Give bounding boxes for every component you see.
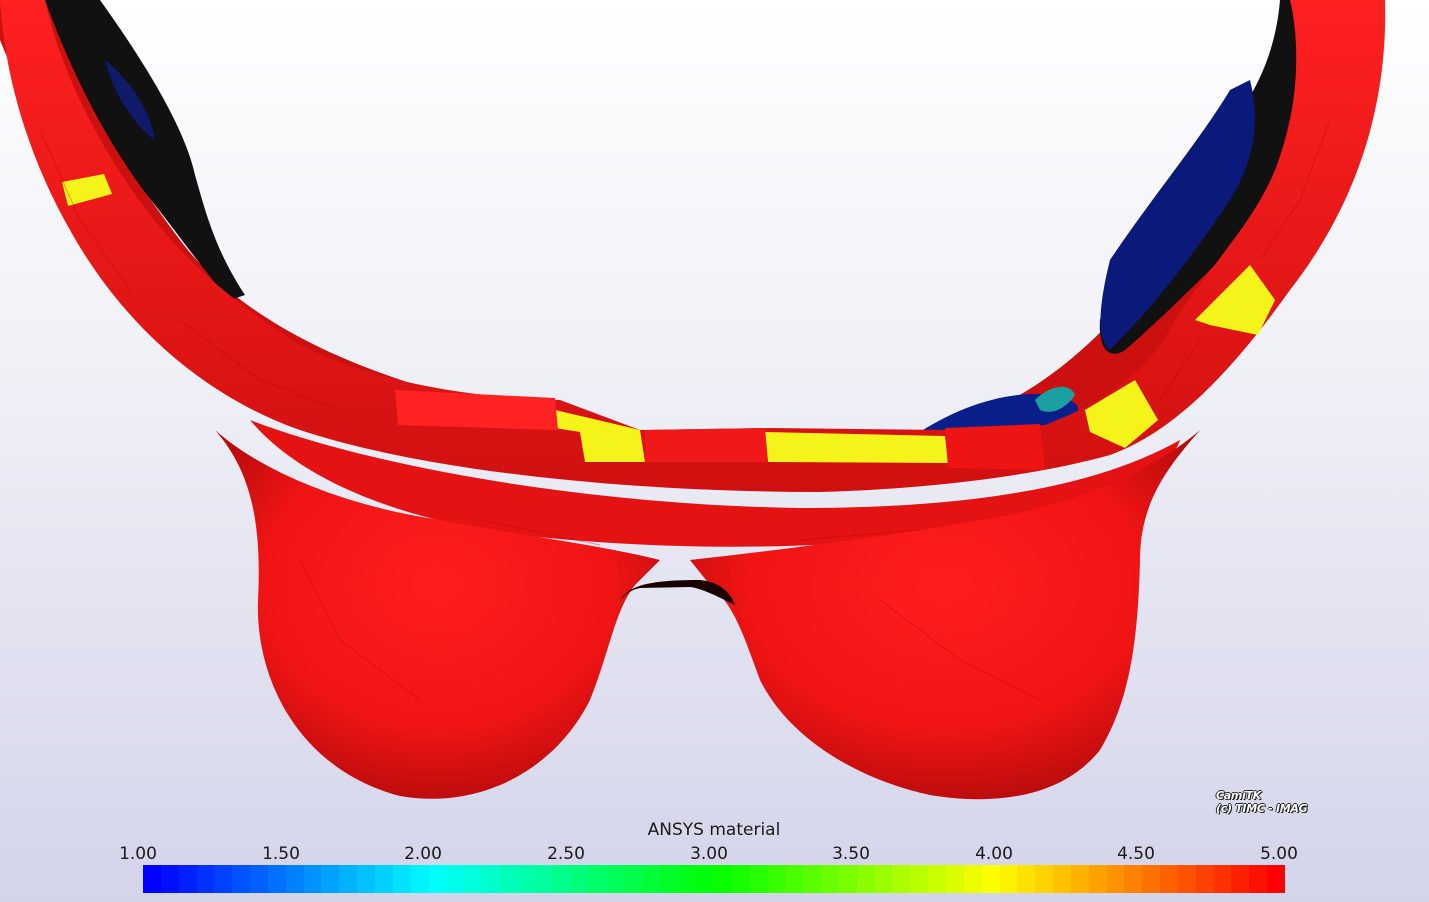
colorbar-swatch [928, 865, 946, 893]
colorbar-swatch [1231, 865, 1250, 893]
colorbar-swatch [285, 865, 304, 893]
colorbar-swatch [1053, 865, 1071, 893]
colorbar-swatch [428, 865, 447, 893]
mesh-facet-shading [39, 119, 1331, 701]
colorbar-swatch [143, 865, 161, 893]
colorbar-swatch [374, 865, 393, 893]
colorbar-swatch [1177, 865, 1196, 893]
front-band [250, 420, 1180, 547]
colorbar-swatch [321, 865, 340, 893]
colorbar-swatch [1142, 865, 1161, 893]
colorbar-swatch [1195, 865, 1214, 893]
colorbar-swatch [731, 865, 750, 893]
colorbar-swatch [250, 865, 268, 893]
colorbar-swatch [303, 865, 322, 893]
right-lobe [690, 430, 1200, 800]
colorbar-swatch [1088, 865, 1107, 893]
colorbar-tick-label: 3.50 [832, 844, 870, 864]
inner-cavity-left-blue [105, 60, 155, 140]
colorbar-swatch [178, 865, 197, 893]
camitk-watermark: CamiTK (c) TIMC - IMAG [1216, 789, 1308, 815]
rim-yellow-center-1 [555, 410, 645, 462]
rim-block-right [945, 424, 1045, 470]
colorbar-swatch [803, 865, 822, 893]
colorbar-swatch [339, 865, 358, 893]
colorbar-swatch [214, 865, 233, 893]
colorbar-swatch [464, 865, 483, 893]
colorbar-swatch [1249, 865, 1268, 893]
colorbar-swatch [1267, 865, 1285, 893]
colorbar-swatch [696, 865, 714, 893]
colorbar-swatch [1124, 865, 1143, 893]
rim-yellow-center-2 [765, 432, 948, 463]
colorbar-swatch [160, 865, 179, 893]
colorbar-swatch [589, 865, 607, 893]
colorbar-swatch [642, 865, 661, 893]
rim-block-center [645, 428, 768, 462]
colorbar-title: ANSYS material [647, 820, 781, 840]
inner-floor-teal [1035, 386, 1075, 412]
colorbar-swatch [1035, 865, 1054, 893]
colorbar-swatch [767, 865, 786, 893]
colorbar-swatch [232, 865, 251, 893]
colorbar-tick-label: 3.00 [690, 844, 728, 864]
colorbar-tick-label: 4.00 [975, 844, 1013, 864]
outer-rim-red [0, 0, 1386, 492]
colorbar-tick-label: 4.50 [1117, 844, 1155, 864]
colorbar-swatch [1213, 865, 1232, 893]
colorbar-swatch [1070, 865, 1089, 893]
colorbar-swatch [785, 865, 804, 893]
colorbar-swatch [410, 865, 429, 893]
colorbar-tick-label: 5.00 [1260, 844, 1298, 864]
colorbar-swatch [553, 865, 572, 893]
colorbar-swatch [571, 865, 590, 893]
colorbar-swatch [392, 865, 411, 893]
colorbar-tick-label: 2.00 [404, 844, 442, 864]
colorbar-swatch [749, 865, 768, 893]
rim-yellow-right-2 [1195, 265, 1275, 335]
colorbar-swatch [535, 865, 554, 893]
colorbar-swatch [945, 865, 964, 893]
colorbar-swatch [999, 865, 1018, 893]
colorbar-swatch [267, 865, 286, 893]
colorbar-swatch [1160, 865, 1178, 893]
colorbar-swatch [856, 865, 875, 893]
colorbar-swatch [446, 865, 465, 893]
left-lobe [215, 430, 660, 799]
lobe-gap [620, 580, 735, 605]
colorbar-scale [143, 865, 1285, 893]
colorbar-swatch [821, 865, 839, 893]
colorbar-swatch [714, 865, 732, 893]
colorbar-swatch [357, 865, 375, 893]
colorbar-tick-label: 2.50 [547, 844, 585, 864]
colorbar-swatch [981, 865, 1000, 893]
watermark-line-1: CamiTK [1216, 789, 1261, 802]
rim-block-left [395, 390, 558, 430]
rim-yellow-left [62, 174, 112, 206]
colorbar-swatch [874, 865, 893, 893]
colorbar-swatch [482, 865, 500, 893]
colorbar-swatch [660, 865, 679, 893]
watermark-line-2: (c) TIMC - IMAG [1216, 802, 1308, 815]
colorbar-swatch [1017, 865, 1036, 893]
rim-yellow-right-1 [1085, 380, 1158, 448]
colorbar-swatch [624, 865, 643, 893]
colorbar-swatch [963, 865, 982, 893]
colorbar-swatch [517, 865, 536, 893]
colorbar-swatch [499, 865, 518, 893]
inner-cavity-left [45, 0, 245, 300]
colorbar-tick-label: 1.00 [119, 844, 157, 864]
colorbar-swatch [892, 865, 911, 893]
colorbar-swatch [910, 865, 929, 893]
colorbar-swatch [838, 865, 857, 893]
colorbar-swatch [606, 865, 625, 893]
colorbar-tick-label: 1.50 [262, 844, 300, 864]
colorbar-swatch [1106, 865, 1125, 893]
inner-cavity-right-blue [1100, 80, 1255, 350]
colorbar-swatch [196, 865, 215, 893]
colorbar-swatch [678, 865, 697, 893]
